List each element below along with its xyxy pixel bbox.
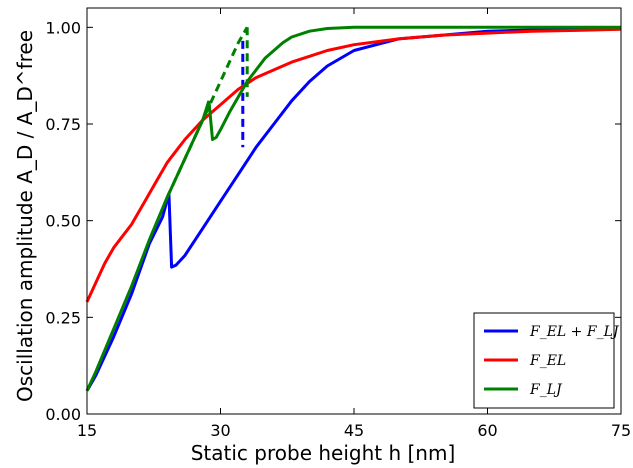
series-line-solid (85, 193, 171, 392)
y-axis-label: Oscillation amplitude A_D / A_D^free (13, 30, 37, 402)
x-tick-label: 45 (344, 421, 364, 440)
x-tick-label: 30 (210, 421, 230, 440)
series-layer (85, 25, 622, 392)
series-line-dashed (165, 26, 249, 199)
y-tick-label: 0.50 (45, 212, 81, 231)
x-tick-label: 60 (477, 421, 497, 440)
series-1 (85, 27, 622, 392)
series-3 (85, 25, 621, 392)
x-tick-label: 15 (77, 421, 97, 440)
axis-ticks: 15 30 45 60 75 0.00 0.25 0.50 0.75 1.00 (45, 8, 631, 440)
series-line-solid (85, 27, 622, 303)
legend: F_EL + F_LJ F_EL F_LJ (473, 312, 620, 409)
y-tick-label: 0.00 (45, 405, 81, 424)
plot-frame (86, 7, 622, 415)
legend-label: F_LJ (529, 382, 563, 398)
series-line-solid (207, 25, 621, 141)
y-tick-label: 0.25 (45, 308, 81, 327)
series-2 (85, 27, 622, 303)
y-tick-label: 0.75 (45, 115, 81, 134)
series-line-solid (167, 27, 622, 269)
x-tick-label: 75 (611, 421, 631, 440)
legend-label: F_EL + F_LJ (529, 324, 620, 340)
legend-label: F_EL (529, 353, 566, 369)
x-axis-label: Static probe height h [nm] (191, 441, 456, 465)
y-tick-label: 1.00 (45, 18, 81, 37)
